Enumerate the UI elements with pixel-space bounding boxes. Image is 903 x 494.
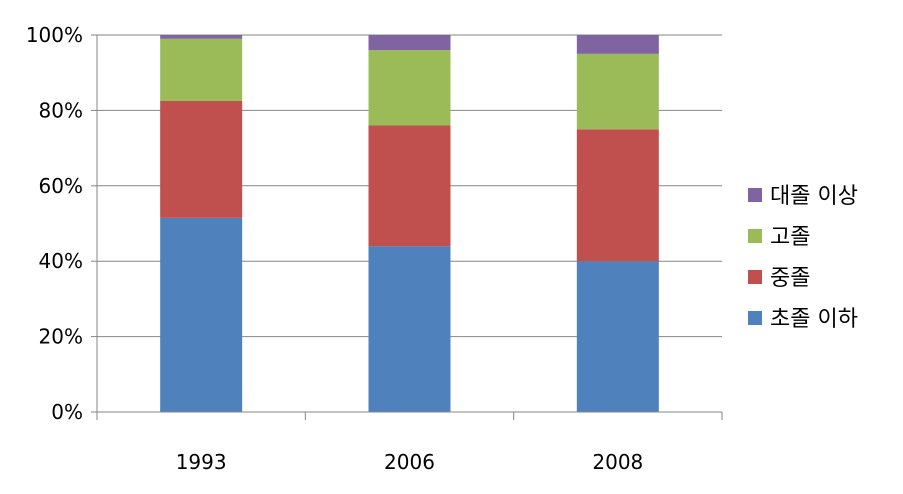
- bar-segment: [368, 125, 451, 247]
- y-tick-label: 0%: [51, 400, 83, 424]
- legend-label: 대졸 이상: [770, 184, 858, 209]
- y-tick-label: 80%: [39, 98, 83, 122]
- y-tick-label: 100%: [26, 23, 83, 47]
- bar-segment: [368, 50, 451, 126]
- bar-segment: [576, 261, 659, 412]
- bar-segment: [576, 53, 659, 130]
- y-tick-label: 60%: [39, 174, 83, 198]
- legend-swatch: [748, 270, 762, 284]
- bar-segment: [160, 38, 243, 101]
- y-tick-label: 40%: [39, 249, 83, 273]
- axes: 0% 20% 40% 60% 80% 100% 1993 2006 2008: [26, 23, 723, 474]
- bar-segment: [160, 35, 243, 39]
- legend-swatch: [748, 311, 762, 325]
- x-tick-label: 2008: [592, 450, 643, 474]
- legend-label: 고졸: [770, 225, 810, 250]
- bars: [160, 35, 659, 412]
- x-tick-label: 1993: [176, 450, 227, 474]
- bar-segment: [160, 217, 243, 412]
- bar-segment: [368, 246, 451, 412]
- legend-label: 초졸 이하: [770, 307, 858, 332]
- legend-label: 중졸: [770, 266, 810, 291]
- legend-swatch: [748, 188, 762, 202]
- bar-segment: [576, 129, 659, 262]
- x-tick-label: 2006: [384, 450, 435, 474]
- bar-segment: [368, 35, 451, 51]
- y-tick-label: 20%: [39, 325, 83, 349]
- bar-segment: [576, 35, 659, 54]
- legend-swatch: [748, 229, 762, 243]
- bar-segment: [160, 100, 243, 218]
